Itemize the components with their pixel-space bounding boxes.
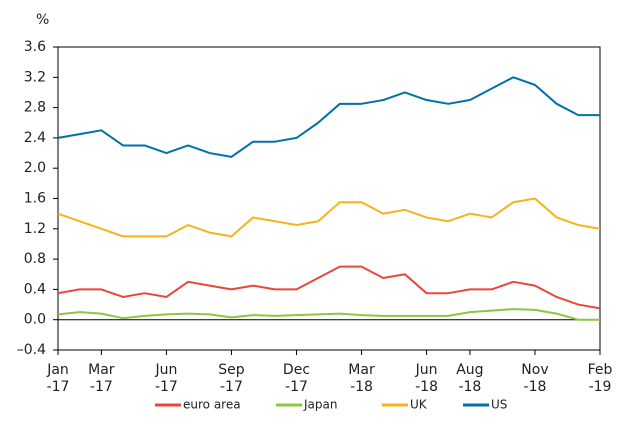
y-tick-label: 1.2 bbox=[24, 221, 46, 237]
y-tick-label: 0.4 bbox=[24, 281, 46, 297]
legend-label: UK bbox=[410, 398, 428, 412]
legend-label: US bbox=[491, 398, 507, 412]
y-tick-label: 1.6 bbox=[24, 191, 46, 207]
series-line bbox=[57, 265, 601, 310]
x-tick-label: Nov -18 bbox=[521, 362, 548, 395]
x-tick-label: Jun -17 bbox=[154, 362, 177, 395]
x-tick-label: Jun -18 bbox=[415, 362, 438, 395]
legend-label: Japan bbox=[303, 398, 337, 412]
y-tick-label: 3.6 bbox=[24, 39, 46, 55]
y-tick-label: –0.4 bbox=[17, 342, 46, 358]
x-tick-label: Feb -19 bbox=[588, 362, 613, 395]
legend-label: euro area bbox=[183, 398, 241, 412]
y-tick-label: 3.2 bbox=[24, 69, 46, 85]
series-line bbox=[57, 308, 600, 321]
x-tick-label: Sep -17 bbox=[218, 362, 245, 395]
y-tick-label: 0.0 bbox=[24, 312, 46, 328]
y-tick-label: 2.4 bbox=[24, 130, 46, 146]
y-tick-label: 2.8 bbox=[24, 100, 46, 116]
y-tick-label: 2.0 bbox=[24, 160, 46, 176]
series-line bbox=[57, 197, 601, 238]
x-tick-label: Mar -17 bbox=[88, 362, 115, 395]
x-tick-label: Aug -18 bbox=[456, 362, 483, 395]
y-axis-label: % bbox=[36, 12, 49, 28]
x-tick-label: Dec -17 bbox=[283, 362, 310, 395]
plot-frame bbox=[57, 46, 601, 351]
y-tick-label: 0.8 bbox=[24, 251, 46, 267]
series-line bbox=[57, 76, 600, 158]
x-tick-label: Jan -17 bbox=[46, 362, 69, 395]
x-tick-label: Mar -18 bbox=[348, 362, 375, 395]
